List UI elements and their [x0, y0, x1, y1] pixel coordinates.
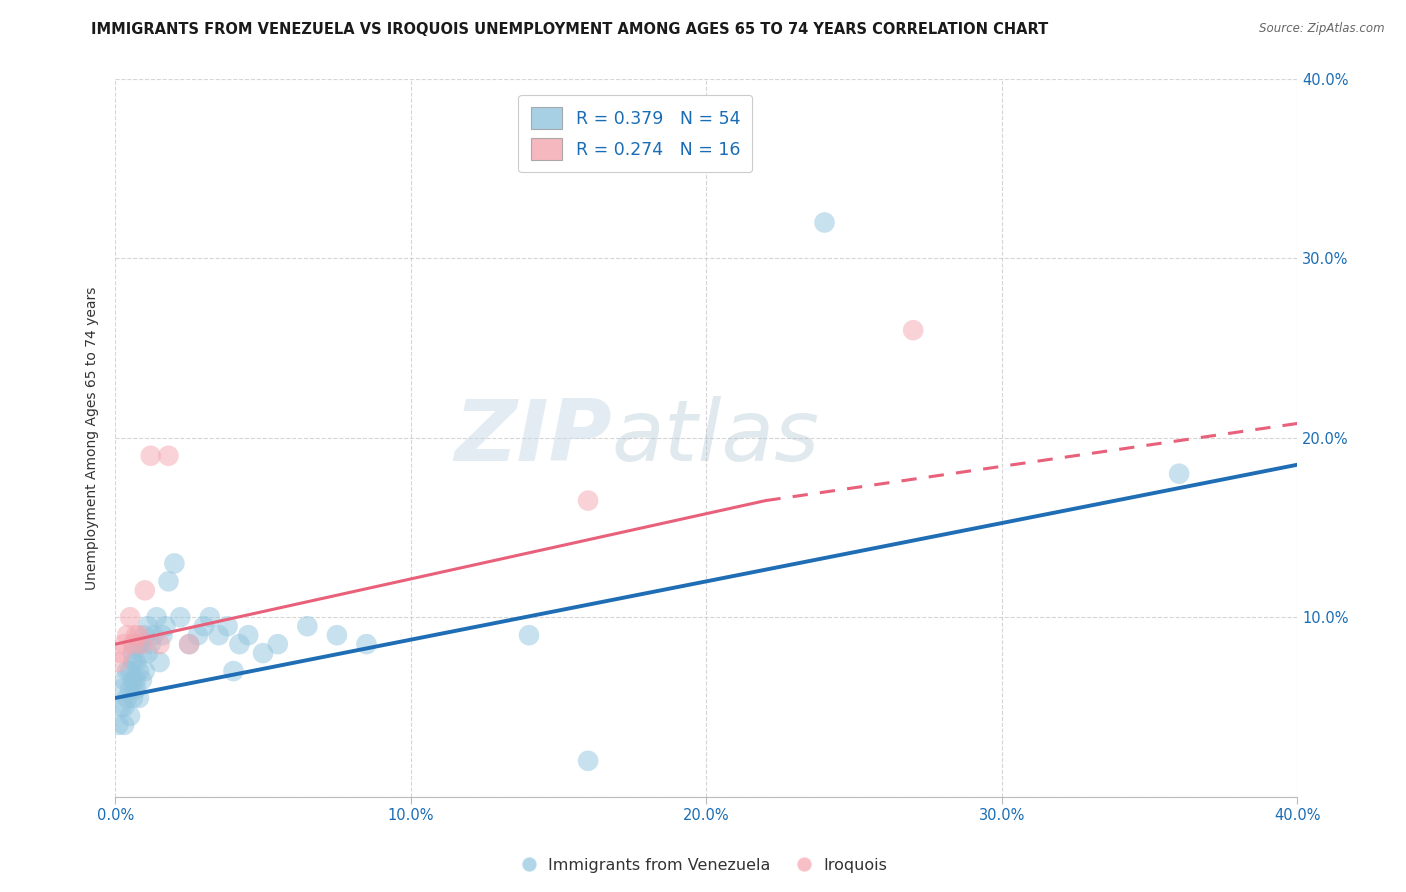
Point [122, 673, 145, 687]
Point [155, 619, 177, 633]
Legend: R = 0.379   N = 54, R = 0.274   N = 16: R = 0.379 N = 54, R = 0.274 N = 16 [519, 95, 752, 172]
Text: atlas: atlas [612, 396, 820, 479]
Point [901, 323, 924, 337]
Point [134, 628, 156, 642]
Point [134, 664, 156, 678]
Point [187, 628, 209, 642]
Point [267, 637, 290, 651]
Point [115, 628, 138, 642]
Point [326, 628, 349, 642]
Point [169, 610, 191, 624]
Point [163, 557, 186, 571]
Point [112, 700, 135, 714]
Point [222, 664, 245, 678]
Point [125, 673, 148, 687]
Point [128, 628, 150, 642]
Point [107, 718, 129, 732]
Point [118, 664, 141, 678]
Legend: Immigrants from Venezuela, Iroquois: Immigrants from Venezuela, Iroquois [513, 851, 893, 880]
Point [576, 493, 599, 508]
Point [208, 628, 231, 642]
Point [118, 709, 141, 723]
Point [136, 646, 159, 660]
Text: ZIP: ZIP [454, 396, 612, 479]
Point [139, 637, 162, 651]
Point [136, 619, 159, 633]
Point [198, 610, 221, 624]
Point [112, 673, 135, 687]
Point [356, 637, 378, 651]
Point [152, 628, 174, 642]
Point [193, 619, 215, 633]
Point [112, 718, 135, 732]
Point [128, 637, 150, 651]
Point [149, 637, 172, 651]
Point [122, 691, 145, 706]
Point [142, 628, 165, 642]
Point [149, 655, 172, 669]
Point [115, 691, 138, 706]
Point [131, 637, 153, 651]
Point [131, 646, 153, 660]
Text: IMMIGRANTS FROM VENEZUELA VS IROQUOIS UNEMPLOYMENT AMONG AGES 65 TO 74 YEARS COR: IMMIGRANTS FROM VENEZUELA VS IROQUOIS UN… [91, 22, 1049, 37]
Point [125, 628, 148, 642]
Point [122, 637, 145, 651]
Point [217, 619, 239, 633]
Point [122, 655, 145, 669]
Point [115, 664, 138, 678]
Point [517, 628, 540, 642]
Point [110, 646, 132, 660]
Point [112, 637, 135, 651]
Point [252, 646, 274, 660]
Point [813, 215, 835, 229]
Point [157, 574, 180, 589]
Point [179, 637, 201, 651]
Point [297, 619, 319, 633]
Point [110, 700, 132, 714]
Point [145, 610, 167, 624]
Y-axis label: Unemployment Among Ages 65 to 74 years: Unemployment Among Ages 65 to 74 years [86, 286, 100, 590]
Point [128, 691, 150, 706]
Point [238, 628, 260, 642]
Point [125, 681, 148, 696]
Point [128, 664, 150, 678]
Point [576, 754, 599, 768]
Point [118, 610, 141, 624]
Point [1168, 467, 1191, 481]
Point [118, 681, 141, 696]
Point [107, 655, 129, 669]
Point [157, 449, 180, 463]
Point [179, 637, 201, 651]
Point [228, 637, 250, 651]
Point [122, 646, 145, 660]
Point [139, 449, 162, 463]
Point [131, 673, 153, 687]
Text: Source: ZipAtlas.com: Source: ZipAtlas.com [1260, 22, 1385, 36]
Point [125, 655, 148, 669]
Point [134, 583, 156, 598]
Point [110, 681, 132, 696]
